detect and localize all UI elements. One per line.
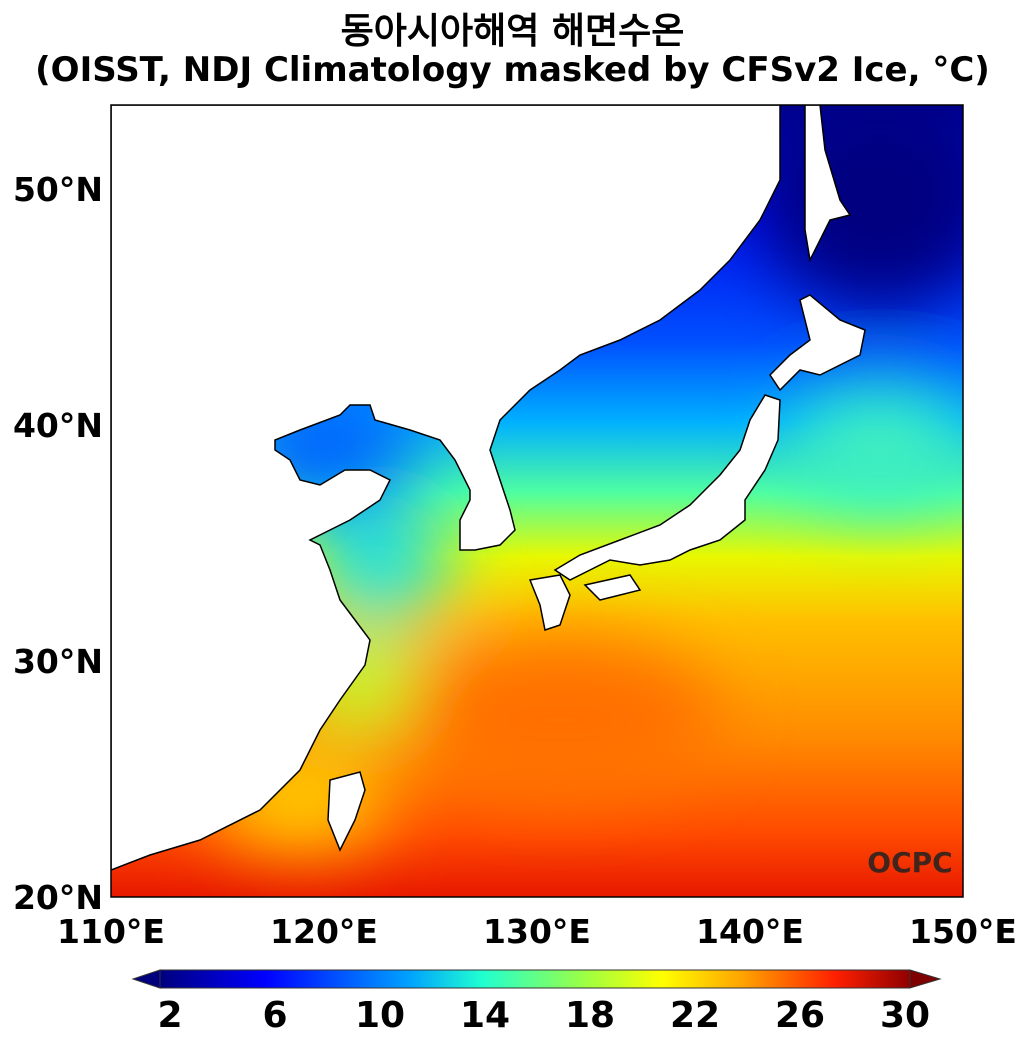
colorbar-tick-2: 2 <box>157 995 183 1036</box>
lon-label-110: 110°E <box>57 912 165 951</box>
land-shikoku <box>583 574 642 601</box>
colorbar-extend-low <box>131 969 161 989</box>
colorbar-tick-14: 14 <box>459 995 511 1036</box>
lat-label-50: 50°N <box>12 170 103 209</box>
land-asia-mainland <box>111 105 781 871</box>
lon-label-120: 120°E <box>270 912 378 951</box>
ocpc-logo: OCPC <box>867 846 952 879</box>
land-kyushu <box>528 574 571 631</box>
land-mask <box>111 105 866 871</box>
land-taiwan <box>327 771 366 852</box>
colorbar-tick-26: 26 <box>774 995 826 1036</box>
lat-label-20: 20°N <box>12 878 103 917</box>
lon-label-140: 140°E <box>696 912 804 951</box>
chart-subtitle: (OISST, NDJ Climatology masked by CFSv2 … <box>35 50 990 90</box>
lon-label-150: 150°E <box>909 912 1017 951</box>
land-honshu <box>553 394 781 581</box>
land-sakhalin <box>804 105 852 263</box>
land-hokkaido <box>769 294 866 392</box>
lat-label-30: 30°N <box>12 642 103 681</box>
colorbar-bar <box>159 969 911 989</box>
colorbar-extend-high <box>909 969 942 989</box>
colorbar <box>131 969 942 989</box>
colorbar-tick-18: 18 <box>564 995 616 1036</box>
lat-label-40: 40°N <box>12 406 103 445</box>
colorbar-tick-22: 22 <box>669 995 721 1036</box>
colorbar-tick-10: 10 <box>354 995 406 1036</box>
lon-label-130: 130°E <box>483 912 591 951</box>
colorbar-tick-30: 30 <box>879 995 931 1036</box>
chart-title: 동아시아해역 해면수온 <box>340 11 685 52</box>
map-frame <box>110 104 964 898</box>
colorbar-tick-6: 6 <box>262 995 288 1036</box>
